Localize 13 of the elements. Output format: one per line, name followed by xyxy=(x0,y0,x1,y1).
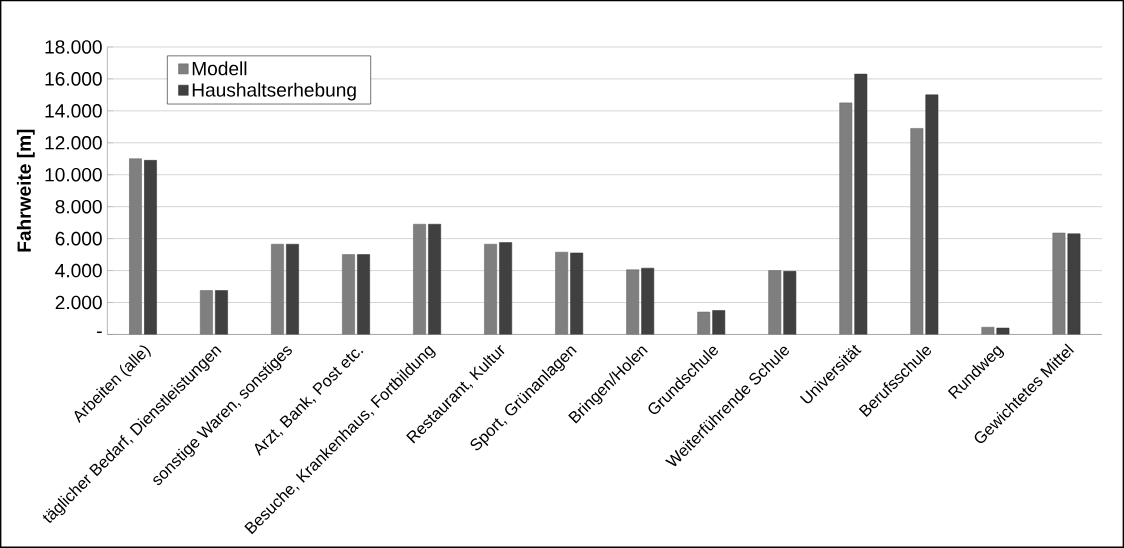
legend-label: Haushaltserhebung xyxy=(192,82,356,101)
y-tick-label: - xyxy=(97,331,102,334)
y-tick-label: 16.000 xyxy=(45,72,102,86)
y-tick-label: 4.000 xyxy=(55,263,102,278)
y-axis-title: Fahrweite [m] xyxy=(16,129,35,252)
y-tick-label: 8.000 xyxy=(55,199,102,214)
y-tick-label: 2.000 xyxy=(55,295,102,310)
y-tick-label: 12.000 xyxy=(45,136,102,150)
y-tick-label: 14.000 xyxy=(45,104,102,118)
legend-label: Modell xyxy=(192,61,247,76)
y-tick-label: 18.000 xyxy=(45,40,102,54)
y-tick-label: 6.000 xyxy=(55,231,102,246)
y-tick-label: 10.000 xyxy=(45,167,102,182)
